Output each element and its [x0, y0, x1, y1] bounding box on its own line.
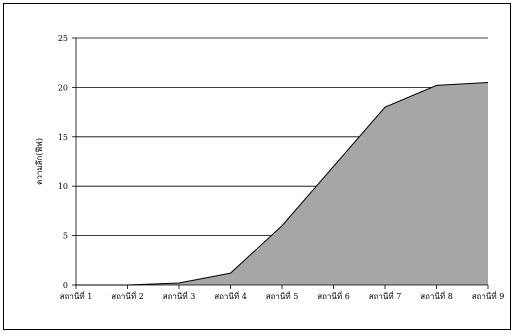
x-tick-label: สถานีที่ 4 — [214, 290, 247, 301]
x-tick-label: สถานีที่ 9 — [472, 290, 505, 301]
y-tick-label: 5 — [63, 232, 68, 241]
y-tick-label: 20 — [58, 83, 68, 92]
axes — [72, 37, 489, 289]
x-tick-label: สถานีที่ 8 — [420, 290, 453, 301]
x-tick-label: สถานีที่ 2 — [111, 290, 144, 301]
x-tick-label: สถานีที่ 5 — [266, 290, 299, 301]
x-tick-label: สถานีที่ 6 — [317, 290, 350, 301]
y-tick-label: 25 — [58, 34, 68, 43]
x-axis-tick-labels: สถานีที่ 1 สถานีที่ 2 สถานีที่ 3 สถานีที่ 4… — [60, 290, 505, 301]
x-tick-label: สถานีที่ 3 — [163, 290, 196, 301]
y-tick-label: 0 — [63, 281, 68, 290]
area-series-line — [76, 81, 489, 286]
y-tick-label: 15 — [58, 133, 68, 142]
x-tick-label: สถานีที่ 1 — [60, 290, 93, 301]
y-axis-title: ความลึก(ฟีฟ) — [35, 138, 44, 185]
x-tick-label: สถานีที่ 7 — [369, 290, 402, 301]
y-tick-label: 10 — [58, 182, 68, 191]
y-axis-tick-labels: 0 5 10 15 20 25 — [58, 34, 68, 290]
area-series-fill — [76, 82, 488, 286]
